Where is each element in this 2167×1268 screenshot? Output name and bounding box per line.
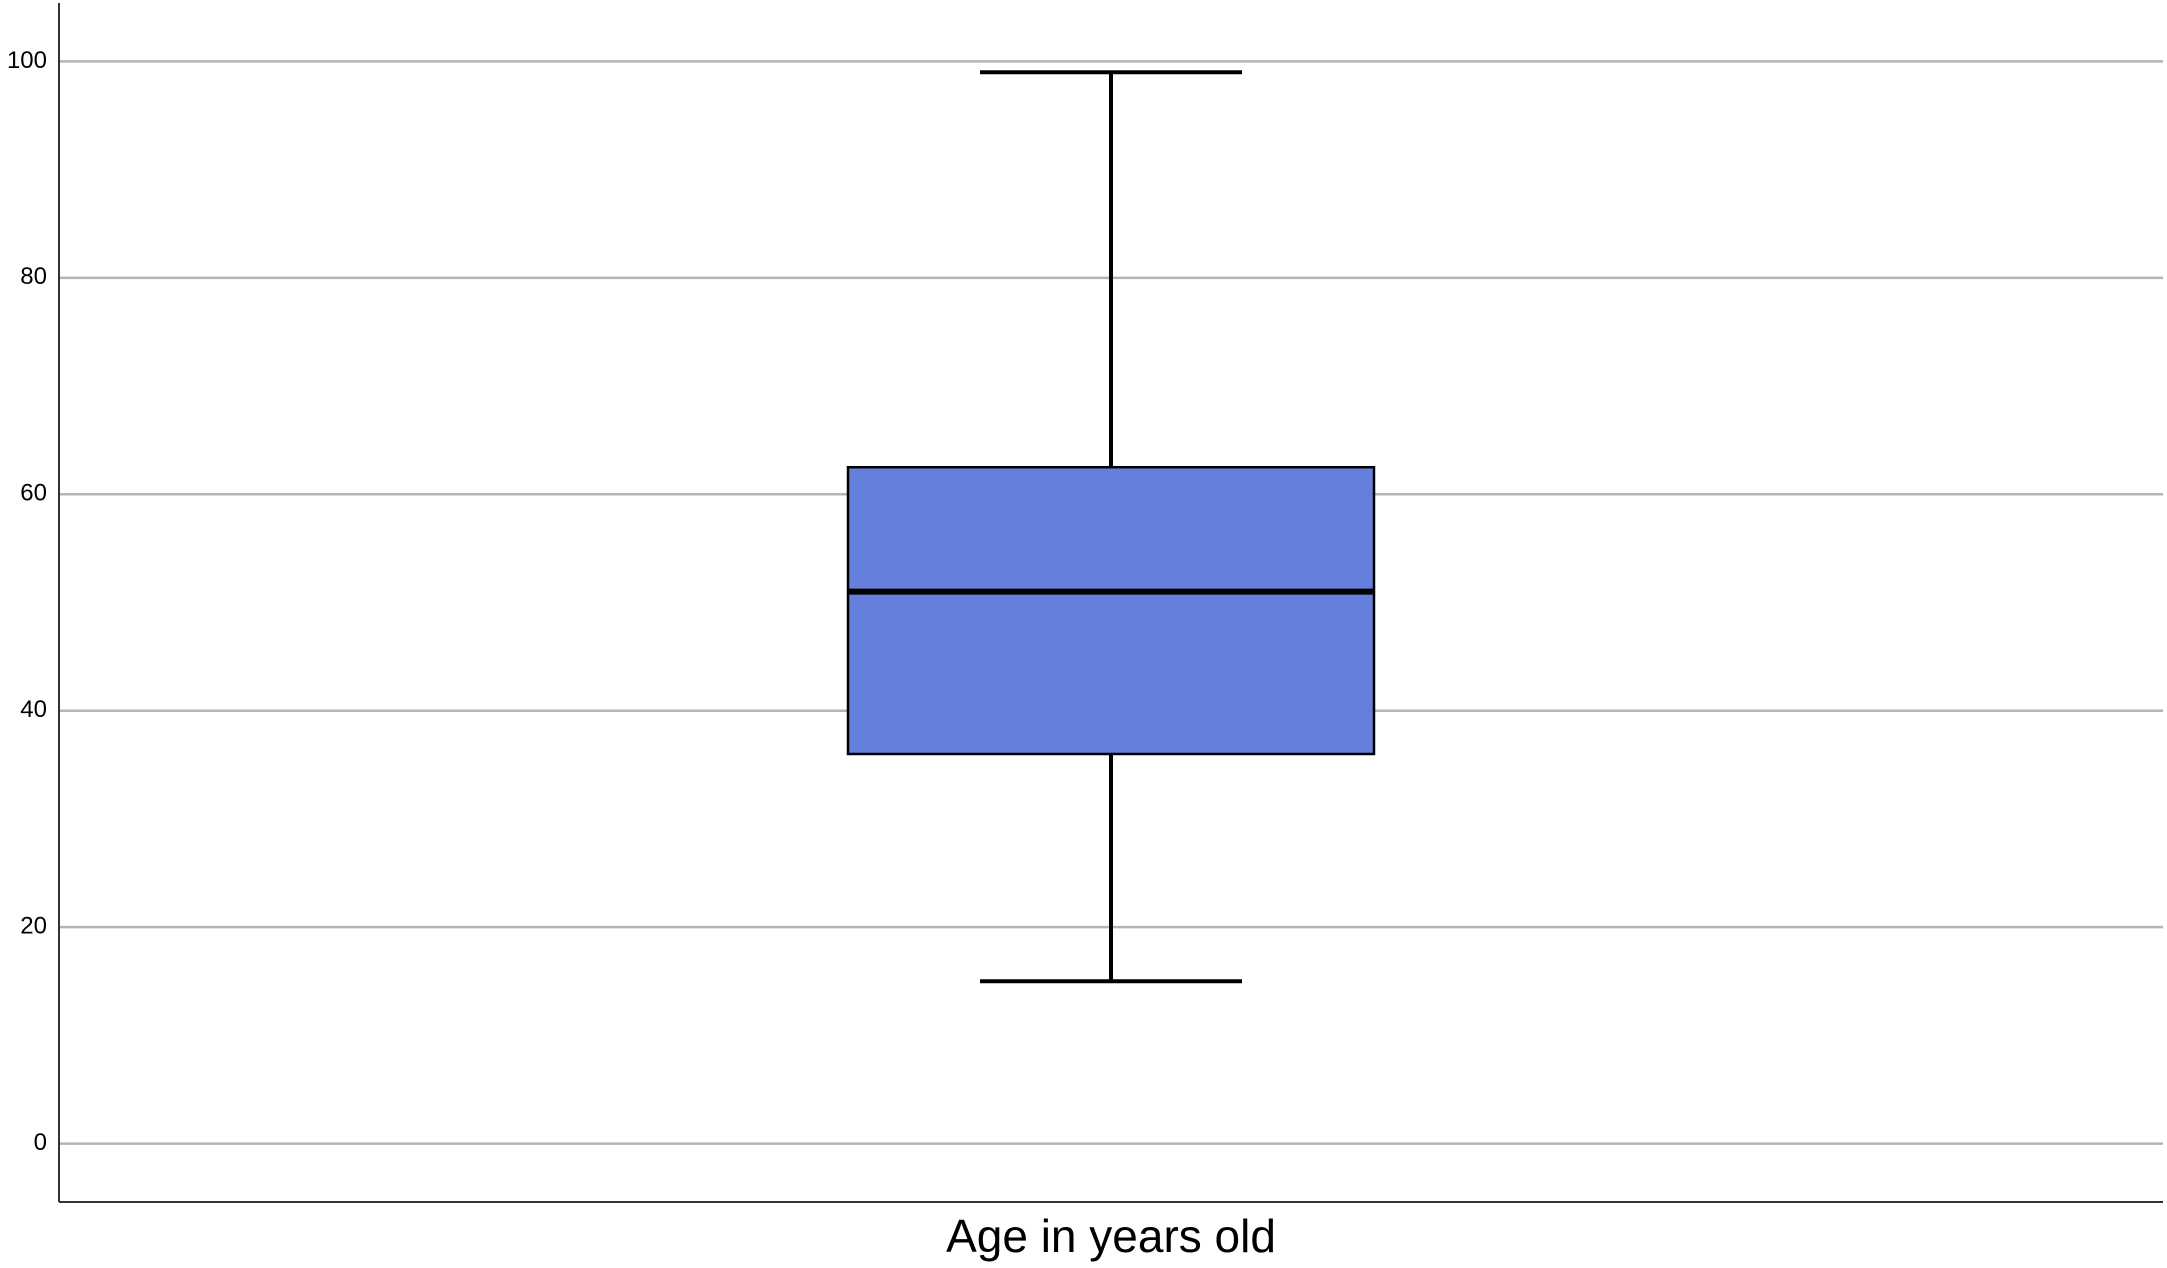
box [846,465,1376,756]
x-tick-label: Age in years old [946,1210,1276,1262]
y-tick-label: 40 [20,696,47,723]
y-tick-label: 20 [20,912,47,939]
y-tick-label: 80 [20,263,47,290]
y-tick-label: 60 [20,480,47,507]
y-tick-label: 0 [34,1129,47,1156]
y-tick-label: 100 [7,47,47,74]
